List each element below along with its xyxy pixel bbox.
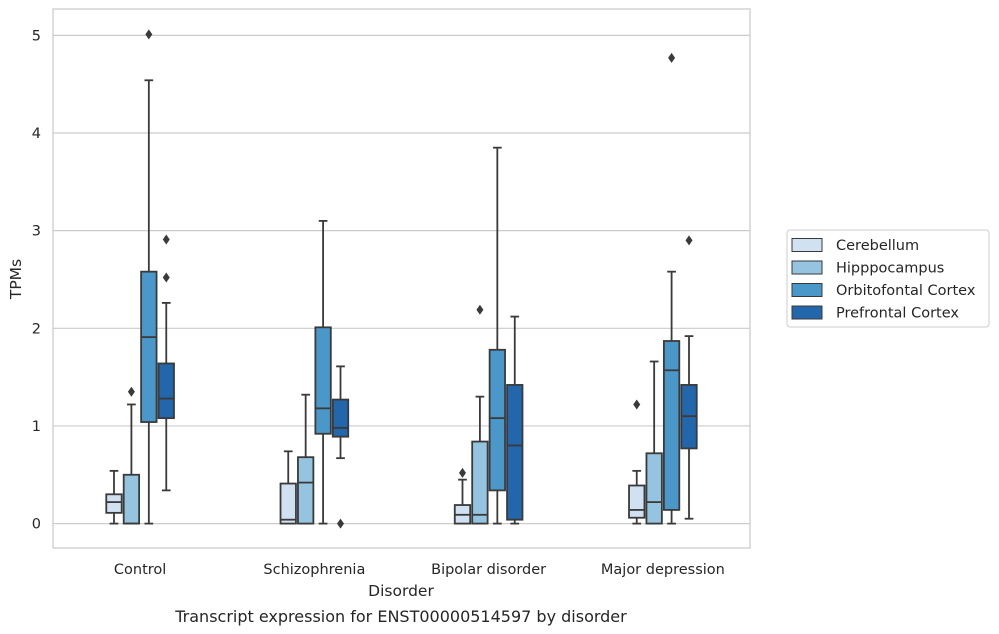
outlier-point	[458, 467, 466, 478]
x-tick-label: Bipolar disorder	[431, 562, 546, 578]
box-2-0	[453, 467, 472, 525]
outlier-point	[476, 304, 484, 315]
y-tick-label: 4	[32, 126, 41, 142]
box-body	[471, 440, 489, 525]
legend-swatch	[791, 305, 823, 320]
y-tick-label: 1	[32, 419, 41, 435]
y-tick-label: 2	[32, 321, 41, 337]
box-body	[662, 340, 681, 511]
legend-label: Prefrontal Cortex	[836, 306, 959, 322]
x-tick-label: Major depression	[601, 562, 725, 578]
legend-frame	[786, 229, 990, 328]
legend-label: Hipppocampus	[836, 261, 944, 277]
outlier-point	[162, 234, 170, 245]
box-body	[645, 452, 663, 525]
box-body	[488, 348, 506, 492]
box-2-3	[506, 315, 524, 525]
y-tick-label: 3	[32, 224, 41, 240]
legend-swatch	[791, 260, 823, 275]
outlier-point	[633, 399, 641, 410]
box-2-2	[488, 146, 506, 525]
x-tick-label: Control	[114, 562, 166, 578]
boxes	[105, 29, 698, 529]
legend-swatch	[791, 238, 823, 252]
y-axis-label: TPMs	[7, 259, 25, 300]
box-1-3	[331, 365, 350, 529]
x-axis-label: Disorder	[368, 582, 434, 600]
outlier-point	[162, 272, 170, 283]
box-body	[140, 270, 158, 423]
box-2-1	[471, 304, 489, 525]
box-1-0	[279, 450, 297, 525]
box-body	[105, 493, 123, 514]
box-0-2	[140, 29, 158, 525]
outlier-point	[337, 518, 345, 529]
y-tick-label: 0	[32, 517, 41, 533]
x-tick-label: Schizophrenia	[263, 562, 365, 578]
box-1-2	[314, 219, 332, 525]
box-0-1	[122, 386, 141, 525]
box-0-3	[157, 234, 175, 492]
plot-frame	[52, 8, 751, 549]
box-0-0	[105, 469, 123, 525]
outlier-point	[127, 386, 135, 397]
y-tick-label: 5	[32, 28, 41, 44]
box-1-1	[297, 393, 315, 525]
box-body	[628, 484, 646, 519]
box-3-2	[662, 52, 681, 525]
box-body	[279, 482, 297, 525]
legend-label: Orbitofontal Cortex	[836, 283, 976, 299]
box-body	[331, 398, 350, 438]
box-body	[506, 384, 524, 521]
legend-swatch	[791, 283, 823, 297]
box-body	[122, 473, 141, 525]
x-tick-labels: Control Schizophrenia Bipolar disorder Majo…	[114, 562, 725, 578]
box-body	[157, 362, 175, 420]
legend-label: Cerebellum	[836, 238, 919, 254]
y-tick-labels: 0 1 2 3 4 5	[32, 28, 41, 532]
chart-title: Transcript expression for ENST0000051459…	[174, 607, 627, 626]
box-3-1	[645, 360, 663, 525]
outlier-point	[145, 29, 153, 40]
gridlines	[53, 34, 750, 525]
outlier-point	[668, 52, 676, 63]
legend: Cerebellum Hipppocampus Orbitofontal Corte…	[786, 229, 990, 328]
box-3-0	[628, 399, 646, 525]
box-body	[297, 456, 315, 525]
box-body	[314, 326, 332, 435]
box-3-3	[680, 235, 698, 520]
outlier-point	[685, 235, 693, 246]
